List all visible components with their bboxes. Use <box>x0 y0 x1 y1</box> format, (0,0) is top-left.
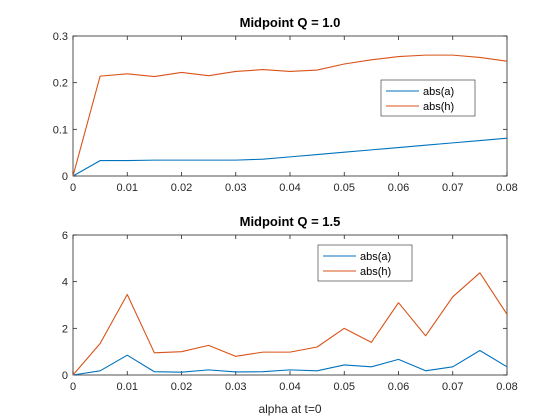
x-tick-label: 0.05 <box>334 182 355 194</box>
legend-label: abs(h) <box>423 101 454 113</box>
ticks-bottom: 0 0.01 0.02 0.03 0.04 0.05 0.06 0.07 0.08 0 2 4 6 <box>62 230 518 393</box>
series-bottom <box>72 272 508 376</box>
x-tick-label: 0.01 <box>117 381 138 393</box>
series-line-absh <box>72 54 508 177</box>
y-tick-label: 0 <box>62 370 68 382</box>
x-tick-label: 0.05 <box>334 381 355 393</box>
x-tick-label: 0.04 <box>279 381 300 393</box>
legend-top: abs(a) abs(h) <box>380 79 476 117</box>
chart-title-bottom: Midpoint Q = 1.5 <box>240 214 341 229</box>
x-tick-label: 0.06 <box>388 381 409 393</box>
y-tick-label: 0.1 <box>53 124 68 136</box>
y-tick-label: 0.2 <box>53 78 68 90</box>
x-tick-label: 0.03 <box>225 381 246 393</box>
x-tick-label: 0 <box>70 381 76 393</box>
series-line-absh <box>72 272 508 376</box>
x-tick-label: 0 <box>70 182 76 194</box>
legend-box <box>380 79 476 117</box>
legend-label: abs(a) <box>423 86 454 98</box>
y-tick-label: 2 <box>62 323 68 335</box>
x-tick-label: 0.07 <box>442 182 463 194</box>
subplot-bottom: Midpoint Q = 1.5 0 0.01 0.02 0.03 0.04 0.05 0.… <box>62 214 518 416</box>
subplot-top: Midpoint Q = 1.0 0 0.01 0.02 0.03 0.04 0.05 0.… <box>53 15 518 194</box>
legend-bottom: abs(a) abs(h) <box>317 244 413 282</box>
x-tick-label: 0.02 <box>171 381 192 393</box>
y-tick-label: 0.3 <box>53 31 68 43</box>
chart-title-top: Midpoint Q = 1.0 <box>240 15 341 30</box>
x-tick-label: 0.07 <box>442 381 463 393</box>
legend-label: abs(a) <box>360 251 391 263</box>
x-tick-label: 0.06 <box>388 182 409 194</box>
x-tick-label: 0.04 <box>279 182 300 194</box>
x-tick-label: 0.03 <box>225 182 246 194</box>
x-tick-label: 0.02 <box>171 182 192 194</box>
x-tick-label: 0.08 <box>496 182 517 194</box>
series-top <box>72 54 508 177</box>
ticks-top: 0 0.01 0.02 0.03 0.04 0.05 0.06 0.07 0.08 0 0.1 0.2… <box>53 31 518 194</box>
y-tick-label: 0 <box>62 171 68 183</box>
axes-box-bottom <box>72 234 508 376</box>
x-axis-label-bottom: alpha at t=0 <box>258 402 321 416</box>
y-tick-label: 4 <box>62 277 68 289</box>
series-line-absa <box>72 349 508 376</box>
legend-label: abs(h) <box>360 266 391 278</box>
series-line-absa <box>72 137 508 177</box>
y-tick-label: 6 <box>62 230 68 242</box>
legend-box <box>317 244 413 282</box>
x-tick-label: 0.01 <box>117 182 138 194</box>
x-tick-label: 0.08 <box>496 381 517 393</box>
